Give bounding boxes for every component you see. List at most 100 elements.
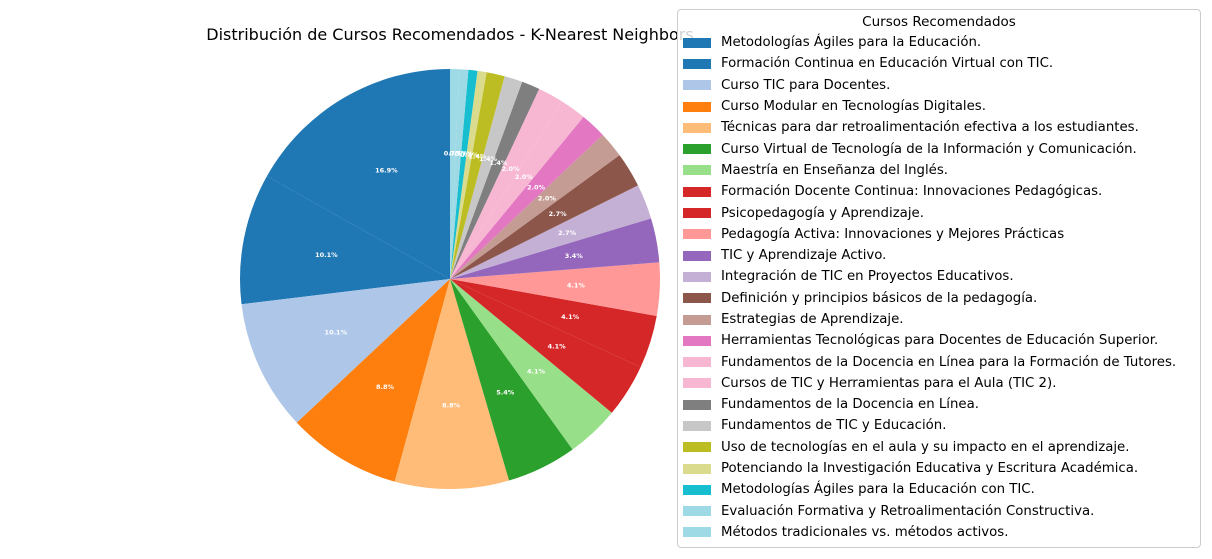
pie-slice — [450, 279, 612, 450]
pie-slice — [450, 155, 638, 279]
legend-item: Evaluación Formativa y Retroalimentación… — [683, 501, 1200, 522]
pie-slice — [450, 101, 584, 279]
legend-swatch — [683, 250, 711, 261]
legend-title: Cursos Recomendados — [862, 14, 1016, 30]
legend-swatch — [683, 229, 711, 240]
pie-slices — [239, 69, 660, 489]
chart-title: Distribución de Cursos Recomendados - K-… — [206, 25, 693, 44]
pie-slice — [450, 69, 460, 279]
legend-label: TIC y Aprendizaje Activo. — [721, 248, 887, 264]
slice-percent-label: 8.8% — [376, 383, 395, 391]
pie-slice — [450, 134, 620, 279]
legend-item: TIC y Aprendizaje Activo. — [683, 245, 1200, 266]
legend-item: Metodologías Ágiles para la Educación. — [683, 32, 1200, 53]
legend-swatch — [683, 484, 711, 495]
pie-slice — [241, 279, 450, 423]
legend-label: Métodos tradicionales vs. métodos activo… — [721, 524, 1009, 540]
legend-swatch — [683, 399, 711, 410]
pie-slice — [450, 72, 505, 280]
legend-label: Curso TIC para Docentes. — [721, 77, 891, 93]
slice-percent-label: 2.0% — [538, 195, 557, 203]
slice-percent-label: 2.0% — [527, 183, 546, 191]
slice-percent-label: 4.1% — [548, 342, 567, 350]
pie-slice — [394, 279, 510, 489]
pie-slice — [450, 81, 540, 280]
legend-swatch — [683, 58, 711, 69]
legend-item: Psicopedagogía y Aprendizaje. — [683, 202, 1200, 223]
pie-slice — [450, 88, 563, 279]
pie-slice — [296, 279, 450, 482]
legend-swatch — [683, 314, 711, 325]
legend-label: Metodologías Ágiles para la Educación co… — [721, 482, 1035, 498]
legend-item: Fundamentos de la Docencia en Línea. — [683, 394, 1200, 415]
slice-percent-label: 1.4% — [489, 159, 508, 167]
slice-percent-label: 0.7% — [460, 151, 479, 159]
legend-label: Definición y principios básicos de la pe… — [721, 290, 1038, 306]
slice-percent-label: 1.4% — [479, 155, 498, 163]
pie-slice — [450, 70, 487, 279]
legend-item: Potenciando la Investigación Educativa y… — [683, 458, 1200, 479]
legend-label: Potenciando la Investigación Educativa y… — [721, 461, 1139, 477]
legend-label: Curso Modular en Tecnologías Digitales. — [721, 99, 986, 115]
slice-percent-label: 0.7% — [449, 150, 468, 158]
legend-label: Uso de tecnologías en el aula y su impac… — [721, 439, 1130, 455]
slice-percent-label: 1.4% — [468, 152, 487, 160]
legend-item: Métodos tradicionales vs. métodos activo… — [683, 522, 1200, 543]
slice-percent-label: 2.0% — [515, 173, 534, 181]
legend-item: Curso Modular en Tecnologías Digitales. — [683, 96, 1200, 117]
pie-slice — [450, 69, 478, 279]
legend-swatch — [683, 357, 711, 368]
legend-label: Formación Continua en Educación Virtual … — [721, 56, 1054, 72]
legend-item: Estrategias de Aprendizaje. — [683, 309, 1200, 330]
legend-swatch — [683, 442, 711, 453]
legend-swatch — [683, 506, 711, 517]
legend-swatch — [683, 101, 711, 112]
slice-percent-label: 4.1% — [567, 281, 586, 289]
legend-label: Pedagogía Activa: Innovaciones y Mejores… — [721, 226, 1065, 242]
pie-slice — [450, 279, 657, 368]
slice-percent-label: 4.1% — [561, 313, 580, 321]
legend-item: Técnicas para dar retroalimentación efec… — [683, 117, 1200, 138]
legend-swatch — [683, 122, 711, 133]
slice-percent-label: 2.0% — [502, 165, 521, 173]
pie-slice — [266, 69, 450, 279]
pie-slice — [450, 279, 641, 413]
legend-label: Estrategias de Aprendizaje. — [721, 312, 904, 327]
legend-swatch — [683, 527, 711, 538]
legend-swatch — [683, 378, 711, 389]
legend-label: Metodologías Ágiles para la Educación. — [721, 35, 982, 51]
legend-swatch — [683, 208, 711, 219]
legend-label: Maestría en Enseñanza del Inglés. — [721, 162, 948, 178]
legend-swatch — [683, 335, 711, 346]
legend-list: Metodologías Ágiles para la Educación. Fo… — [678, 32, 1200, 543]
legend: Cursos Recomendados Metodologías Ágiles … — [677, 9, 1201, 548]
slice-percent-label: 10.1% — [315, 251, 338, 259]
legend-label: Fundamentos de TIC y Educación. — [721, 418, 947, 434]
legend-item: Herramientas Tecnológicas para Docentes … — [683, 330, 1200, 351]
legend-item: Fundamentos de la Docencia en Línea para… — [683, 351, 1200, 372]
slice-percent-label: 16.9% — [375, 167, 398, 175]
legend-swatch — [683, 80, 711, 91]
legend-label: Herramientas Tecnológicas para Docentes … — [721, 333, 1159, 349]
legend-item: Formación Continua en Educación Virtual … — [683, 53, 1200, 74]
legend-item: Metodologías Ágiles para la Educación co… — [683, 479, 1200, 500]
legend-swatch — [683, 186, 711, 197]
slice-percent-label: 4.1% — [527, 367, 546, 375]
legend-item: Formación Docente Continua: Innovaciones… — [683, 181, 1200, 202]
legend-item: Curso TIC para Docentes. — [683, 75, 1200, 96]
pie-slice — [450, 279, 573, 481]
legend-label: Técnicas para dar retroalimentación efec… — [721, 120, 1139, 136]
slice-percent-label: 10.1% — [325, 329, 348, 337]
legend-swatch — [683, 165, 711, 176]
legend-item: Pedagogía Activa: Innovaciones y Mejores… — [683, 224, 1200, 245]
pie-slice — [450, 76, 523, 279]
pie-percent-labels: 16.9% 10.1% 10.1% 8.8% 8.8% 5.4% 4.1% 4.1% 4.1% 4… — [315, 149, 585, 409]
pie-slice — [450, 185, 652, 279]
pie-slice — [450, 116, 603, 279]
legend-swatch — [683, 293, 711, 304]
slice-percent-label: 8.8% — [442, 401, 461, 409]
legend-swatch — [683, 420, 711, 431]
slice-percent-label: 0.7% — [455, 150, 474, 158]
legend-item: Cursos de TIC y Herramientas para el Aul… — [683, 373, 1200, 394]
